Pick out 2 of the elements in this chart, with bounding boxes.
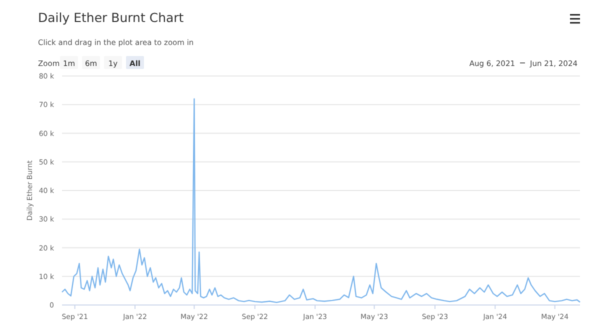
chart-title: Daily Ether Burnt Chart: [38, 10, 184, 25]
line-series: [61, 98, 581, 304]
